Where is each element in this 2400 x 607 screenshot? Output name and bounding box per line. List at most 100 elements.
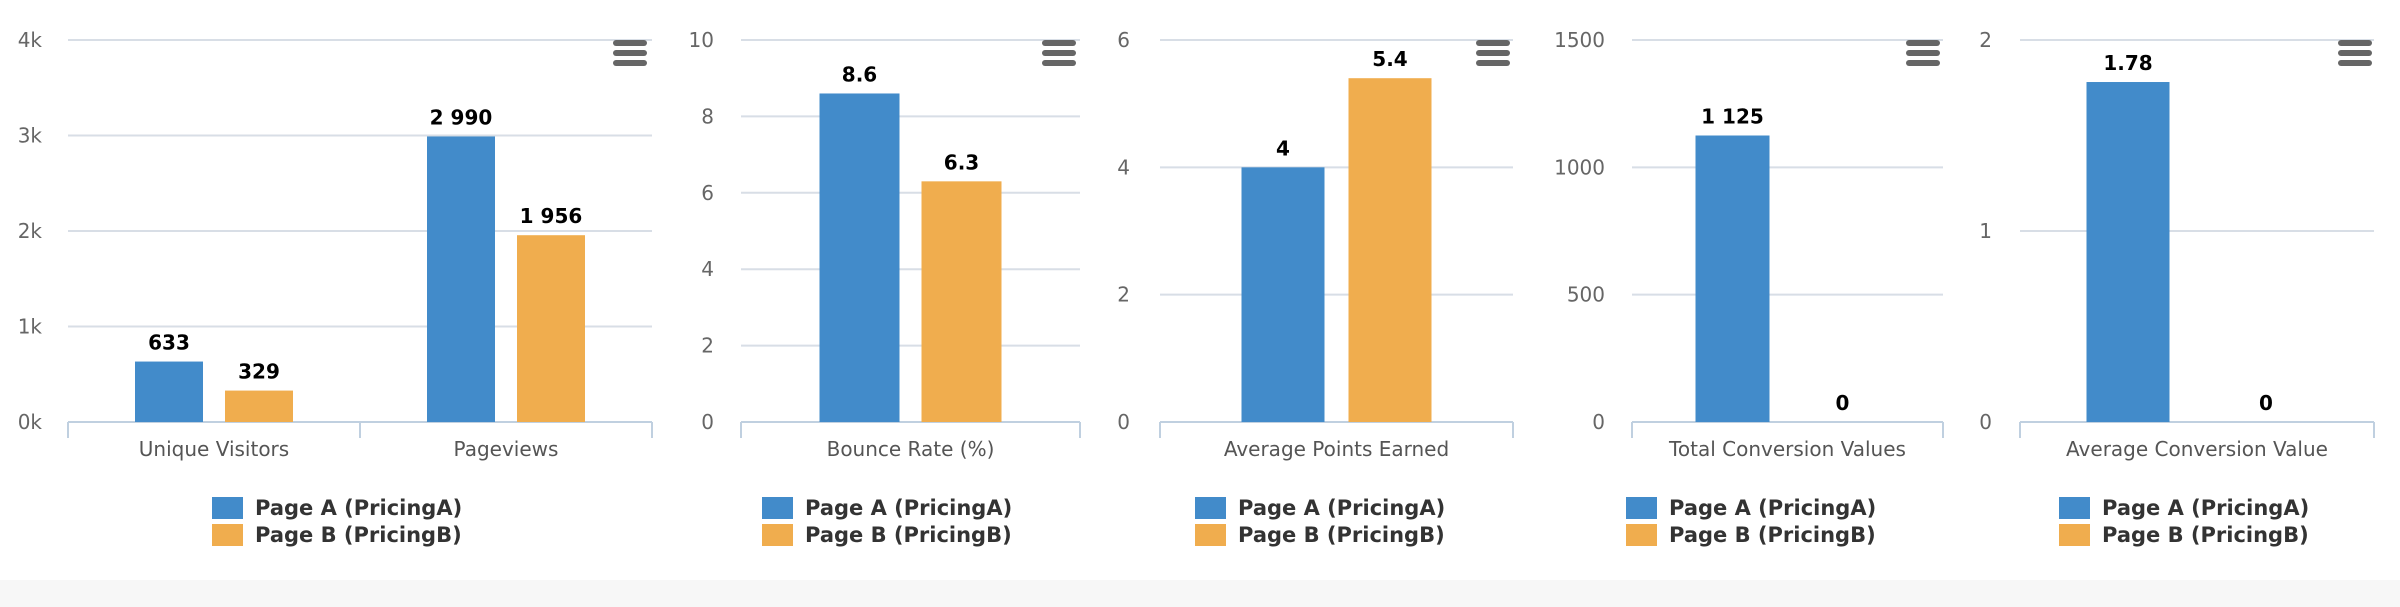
data-label-page-b: 0 [1836,391,1850,415]
data-label-page-a: 633 [148,331,190,355]
data-label-page-b: 5.4 [1372,47,1407,71]
legend: Page A (PricingA) Page B (PricingB) [762,494,1012,548]
legend-label-page-b: Page B (PricingB) [805,522,1012,547]
legend-label-page-a: Page A (PricingA) [1238,495,1446,520]
data-label-page-a: 2 990 [430,105,493,129]
y-tick-label: 2k [18,219,43,243]
y-tick-label: 4k [18,28,43,52]
legend-swatch-page-a [2059,496,2090,519]
x-category-label: Bounce Rate (%) [827,437,995,461]
y-tick-label: 0k [18,410,43,434]
data-label-page-a: 1.78 [2103,51,2152,75]
legend-item-page-a[interactable]: Page A (PricingA) [762,494,1012,521]
footer-band [0,580,2400,607]
legend-label-page-a: Page A (PricingA) [2102,495,2310,520]
bar-page-b [921,181,1002,422]
legend-swatch-page-a [1195,496,1226,519]
data-label-page-b: 1 956 [520,204,583,228]
legend-item-page-a[interactable]: Page A (PricingA) [1195,494,1445,521]
x-category-label: Average Points Earned [1224,437,1449,461]
chart-panel-visitors: 0k 1k 2k 3k 4k 633 329 Unique Visitors 2 990 1 95… [0,0,680,607]
legend-swatch-page-b [2059,523,2090,546]
legend-label-page-b: Page B (PricingB) [2102,522,2309,547]
legend-swatch-page-a [762,496,793,519]
y-tick-label: 4 [701,257,714,281]
bar-page-a [2086,82,2170,423]
bar-page-b [517,235,585,422]
chart-menu-button[interactable] [1906,40,1940,70]
legend: Page A (PricingA) Page B (PricingB) [1626,494,1876,548]
y-tick-label: 8 [701,104,714,128]
y-tick-label: 6 [701,181,714,205]
legend-swatch-page-a [1626,496,1657,519]
legend-item-page-a[interactable]: Page A (PricingA) [212,494,462,521]
y-tick-label: 2 [701,334,714,358]
y-tick-label: 1 [1979,219,1992,243]
legend-item-page-b[interactable]: Page B (PricingB) [212,521,462,548]
legend: Page A (PricingA) Page B (PricingB) [2059,494,2309,548]
legend-label-page-a: Page A (PricingA) [1669,495,1877,520]
chart-svg-avg-conversion: 0 1 2 1.78 0 Average Conversion Value [1979,28,2375,461]
y-tick-label: 10 [689,28,714,52]
chart-svg-visitors: 0k 1k 2k 3k 4k 633 329 Unique Visitors 2 990 1 95… [18,28,653,461]
legend-item-page-a[interactable]: Page A (PricingA) [1626,494,1876,521]
bar-page-a [1241,167,1325,422]
legend-swatch-page-a [212,496,243,519]
legend-label-page-a: Page A (PricingA) [255,495,463,520]
y-tick-label: 4 [1117,155,1130,179]
x-category-label: Average Conversion Value [2066,437,2328,461]
legend-item-page-b[interactable]: Page B (PricingB) [1195,521,1445,548]
chart-panel-points: 0 2 4 6 4 5.4 Average Points Earned Page A (Pr… [1080,0,1514,607]
y-tick-label: 3k [18,124,43,148]
y-tick-label: 0 [1117,410,1130,434]
y-tick-label: 1000 [1554,155,1605,179]
y-tick-label: 0 [1592,410,1605,434]
data-label-page-b: 329 [238,360,280,384]
chart-menu-button[interactable] [1042,40,1076,70]
chart-svg-points: 0 2 4 6 4 5.4 Average Points Earned [1117,28,1514,461]
chart-menu-button[interactable] [1476,40,1510,70]
legend-swatch-page-b [762,523,793,546]
bar-page-a [135,361,203,422]
legend: Page A (PricingA) Page B (PricingB) [1195,494,1445,548]
bar-page-a [819,93,900,422]
chart-menu-button[interactable] [613,40,647,70]
legend-swatch-page-b [1195,523,1226,546]
x-category-label: Unique Visitors [139,437,289,461]
chart-panel-avg-conversion: 0 1 2 1.78 0 Average Conversion Value Page A … [1940,0,2400,607]
y-tick-label: 500 [1567,283,1605,307]
data-label-page-a: 1 125 [1701,105,1764,129]
x-category-label: Pageviews [454,437,559,461]
bar-page-b [225,390,293,422]
legend-item-page-b[interactable]: Page B (PricingB) [762,521,1012,548]
legend-item-page-b[interactable]: Page B (PricingB) [2059,521,2309,548]
y-tick-label: 2 [1979,28,1992,52]
chart-menu-button[interactable] [2338,40,2372,70]
legend-label-page-b: Page B (PricingB) [255,522,462,547]
legend-swatch-page-b [1626,523,1657,546]
chart-svg-bounce-rate: 0 2 4 6 8 10 8.6 6.3 Bounce Rate (%) [689,28,1081,461]
y-tick-label: 6 [1117,28,1130,52]
bar-page-a [1695,135,1770,422]
data-label-page-a: 8.6 [842,62,877,86]
y-tick-label: 2 [1117,283,1130,307]
chart-panel-bounce-rate: 0 2 4 6 8 10 8.6 6.3 Bounce Rate (%) Page A (Pri… [680,0,1081,607]
y-tick-label: 0 [1979,410,1992,434]
chart-panel-total-conversion: 0 500 1000 1500 1 125 0 Total Conversion Value… [1510,0,1944,607]
data-label-page-b: 6.3 [944,150,979,174]
legend-label-page-b: Page B (PricingB) [1238,522,1445,547]
legend-item-page-a[interactable]: Page A (PricingA) [2059,494,2309,521]
y-tick-label: 1500 [1554,28,1605,52]
legend-swatch-page-b [212,523,243,546]
legend: Page A (PricingA) Page B (PricingB) [212,494,462,548]
y-tick-label: 1k [18,315,43,339]
y-tick-label: 0 [701,410,714,434]
legend-item-page-b[interactable]: Page B (PricingB) [1626,521,1876,548]
data-label-page-a: 4 [1276,136,1290,160]
legend-label-page-b: Page B (PricingB) [1669,522,1876,547]
data-label-page-b: 0 [2259,391,2273,415]
chart-svg-total-conversion: 0 500 1000 1500 1 125 0 Total Conversion Value… [1554,28,1944,461]
x-category-label: Total Conversion Values [1668,437,1906,461]
bar-page-a [427,136,495,422]
